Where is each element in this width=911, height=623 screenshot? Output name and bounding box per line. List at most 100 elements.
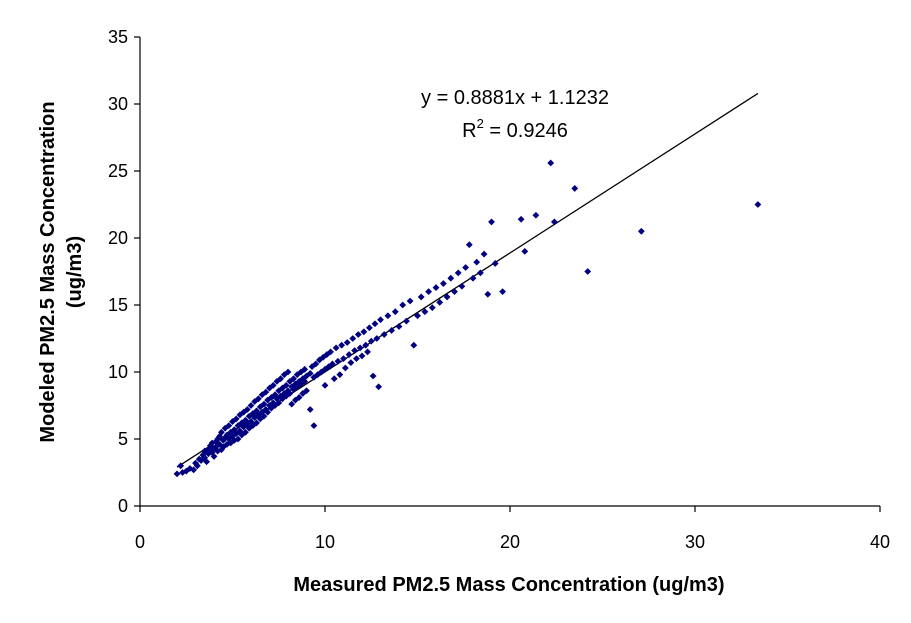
data-point: [332, 344, 340, 352]
data-point: [262, 388, 270, 396]
x-tick-label: 0: [135, 532, 145, 552]
data-point: [334, 357, 342, 365]
data-point: [179, 469, 186, 476]
data-point: [347, 359, 355, 367]
data-point: [377, 316, 384, 324]
data-point: [275, 387, 283, 395]
y-tick-label: 20: [108, 228, 128, 248]
data-point: [406, 297, 414, 305]
data-point: [193, 462, 201, 470]
data-point: [197, 457, 205, 464]
data-point: [340, 355, 347, 362]
data-point: [264, 408, 272, 416]
data-point: [367, 337, 375, 345]
data-point: [173, 470, 181, 478]
data-point: [384, 312, 392, 320]
data-point: [295, 394, 303, 401]
data-point: [351, 347, 358, 354]
data-point: [299, 390, 307, 397]
data-point: [356, 344, 364, 352]
data-point: [571, 185, 579, 192]
data-point: [230, 426, 238, 434]
y-axis-title-line-2: (ug/m3): [64, 236, 86, 308]
data-point: [414, 312, 421, 320]
data-point: [362, 341, 370, 349]
r-squared-prefix: R: [462, 120, 476, 142]
data-point: [465, 241, 473, 249]
data-point: [306, 406, 314, 413]
data-point: [236, 411, 244, 419]
data-point: [321, 365, 329, 373]
data-point: [473, 258, 481, 266]
data-point: [421, 308, 429, 316]
data-point: [317, 368, 325, 376]
data-point: [286, 390, 294, 397]
data-point: [436, 298, 444, 306]
equation-label: y = 0.8881x + 1.1232: [421, 87, 609, 109]
data-point: [210, 453, 218, 460]
data-point: [310, 422, 318, 429]
r-squared-superscript: 2: [477, 116, 484, 131]
data-point: [371, 320, 379, 328]
data-point: [469, 274, 477, 282]
data-point: [754, 201, 762, 208]
data-point: [201, 447, 209, 455]
data-point: [458, 282, 466, 290]
data-point: [192, 459, 199, 467]
data-point: [425, 288, 432, 295]
data-point: [216, 432, 223, 440]
r-squared-value: = 0.9246: [484, 120, 568, 142]
data-point: [428, 304, 436, 312]
data-point: [477, 269, 484, 277]
data-points: [173, 159, 762, 478]
tick-labels: 0 5 10 15 20 25 30 35 0 10 20 30 40: [108, 27, 890, 552]
data-point: [301, 377, 309, 385]
y-tick-label: 30: [108, 94, 128, 114]
data-point: [275, 399, 283, 407]
data-point: [284, 368, 292, 376]
data-point: [253, 419, 260, 427]
data-point: [517, 215, 525, 223]
data-point: [432, 284, 440, 291]
data-point: [321, 382, 329, 389]
data-point: [225, 422, 233, 429]
data-point: [225, 435, 233, 443]
data-point: [280, 390, 288, 397]
data-point: [364, 348, 371, 356]
data-point: [395, 323, 403, 330]
data-point: [301, 365, 309, 373]
data-point: [366, 324, 373, 332]
data-point: [229, 432, 236, 440]
data-point: [255, 395, 262, 403]
data-point: [454, 269, 462, 277]
x-tick-label: 40: [870, 532, 890, 552]
data-point: [329, 360, 336, 368]
data-point: [410, 341, 418, 349]
x-tick-label: 10: [315, 532, 335, 552]
data-point: [290, 375, 297, 383]
y-tick-label: 25: [108, 161, 128, 181]
data-point: [232, 430, 240, 438]
data-point: [282, 382, 290, 389]
data-point: [271, 402, 279, 409]
x-tick-label: 20: [500, 532, 520, 552]
data-point: [330, 375, 338, 383]
data-point: [349, 335, 357, 342]
data-point: [380, 331, 388, 338]
data-point: [306, 369, 314, 377]
data-point: [280, 371, 288, 379]
data-point: [443, 293, 451, 301]
data-point: [247, 402, 255, 409]
x-tick-label: 30: [685, 532, 705, 552]
data-point: [177, 462, 185, 470]
data-point: [532, 211, 540, 219]
data-point: [417, 293, 425, 301]
data-point: [288, 400, 296, 408]
data-point: [551, 218, 558, 226]
data-point: [190, 466, 198, 474]
data-point: [360, 328, 368, 336]
data-point: [547, 159, 555, 167]
data-point: [218, 428, 225, 436]
data-point: [260, 412, 268, 420]
